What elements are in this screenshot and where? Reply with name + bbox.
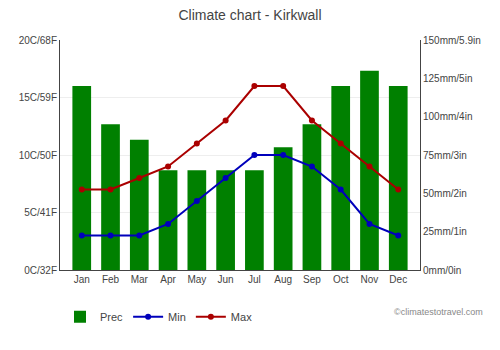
- svg-text:125mm/5in: 125mm/5in: [423, 73, 472, 84]
- svg-text:10C/50F: 10C/50F: [19, 150, 57, 161]
- svg-text:15C/59F: 15C/59F: [19, 92, 57, 103]
- svg-text:Mar: Mar: [131, 274, 149, 285]
- svg-text:Aug: Aug: [274, 274, 292, 285]
- svg-text:20C/68F: 20C/68F: [19, 35, 57, 46]
- svg-text:Climate chart - Kirkwall: Climate chart - Kirkwall: [178, 7, 321, 23]
- svg-text:Max: Max: [231, 311, 252, 323]
- svg-text:0mm/0in: 0mm/0in: [423, 265, 461, 276]
- svg-text:0C/32F: 0C/32F: [24, 265, 57, 276]
- svg-text:Jul: Jul: [248, 274, 261, 285]
- svg-text:May: May: [187, 274, 206, 285]
- svg-text:150mm/5.9in: 150mm/5.9in: [423, 35, 481, 46]
- svg-text:Nov: Nov: [361, 274, 379, 285]
- svg-text:Feb: Feb: [102, 274, 120, 285]
- svg-text:Dec: Dec: [389, 274, 407, 285]
- svg-text:Apr: Apr: [160, 274, 176, 285]
- svg-text:25mm/1in: 25mm/1in: [423, 226, 467, 237]
- svg-text:75mm/3in: 75mm/3in: [423, 150, 467, 161]
- svg-text:100mm/4in: 100mm/4in: [423, 111, 472, 122]
- svg-text:Jan: Jan: [74, 274, 90, 285]
- svg-text:5C/41F: 5C/41F: [24, 207, 57, 218]
- svg-text:Min: Min: [168, 311, 186, 323]
- svg-text:50mm/2in: 50mm/2in: [423, 188, 467, 199]
- svg-text:Oct: Oct: [333, 274, 349, 285]
- svg-text:©climatestotravel.com: ©climatestotravel.com: [394, 307, 483, 317]
- svg-text:Sep: Sep: [303, 274, 321, 285]
- svg-text:Jun: Jun: [218, 274, 234, 285]
- svg-text:Prec: Prec: [100, 311, 123, 323]
